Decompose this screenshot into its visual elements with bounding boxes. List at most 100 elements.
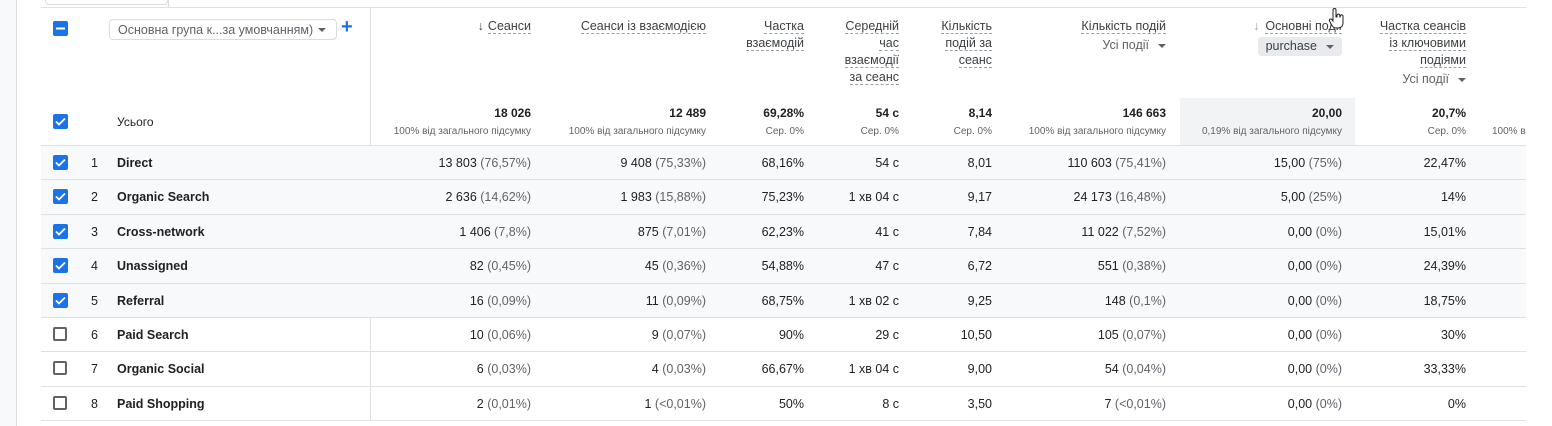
check-icon [55,227,66,236]
table-row[interactable]: 7 Organic Social 6 (0,03%) 4 (0,03%) 66,67% 1… [41,351,1526,386]
metric-cell: 6,72 [968,259,992,273]
metric-percent: (7,8%) [494,224,531,239]
column-header[interactable]: Частка сеансів із ключовими подіями Усі под… [1351,18,1466,88]
metric-value: 8 с [882,396,899,411]
row-checkbox[interactable] [53,223,68,239]
column-header[interactable]: Кількість подій за сеанс [907,18,992,69]
event-filter-chip[interactable]: purchase [1257,37,1342,56]
metric-value: 0% [1447,396,1466,411]
row-index: 5 [91,293,98,308]
table-row[interactable]: 6 Paid Search 10 (0,06%) 9 (0,07%) 90% 29 с 10… [41,317,1526,352]
total-value: 20,00 [1311,106,1342,120]
metric-value: 4 [651,362,659,377]
column-title-line: час [879,36,899,51]
metric-percent: (76,57%) [480,156,531,170]
metric-cell: 875 (7,01%) [638,225,706,239]
event-filter-dropdown[interactable]: Усі події [1006,37,1166,54]
metric-cell: 0,00 (0%) [1288,294,1342,308]
add-dimension-plus-icon[interactable]: + [341,16,353,38]
column-title: Сеанси [487,19,531,34]
row-checkbox[interactable] [53,155,68,170]
metric-cell: 0,00 (0%) [1288,328,1342,342]
metric-value: 3,50 [967,396,992,411]
row-checkbox[interactable] [53,258,68,274]
metric-value: 13 803 [438,156,477,170]
table-row[interactable]: 8 Paid Shopping 2 (0,01%) 1 (<0,01%) 50% 8 с 3… [41,385,1526,421]
channel-name[interactable]: Organic Social [117,362,205,377]
metric-cell: 6 (0,03%) [477,362,531,376]
channel-name[interactable]: Direct [117,156,153,170]
column-header[interactable]: Сеанси із взаємодією [546,18,706,35]
table-row[interactable]: 3 Cross-network 1 406 (7,8%) 875 (7,01%) 62,… [41,213,1526,249]
metric-percent: (75%) [1308,156,1342,170]
row-checkbox[interactable] [53,361,67,376]
total-value: 8,14 [968,106,992,120]
metric-value: 8,01 [967,156,992,170]
total-cell: 18 026 100% від загального підсумку [394,106,531,137]
total-subtext: 100% ві [1492,126,1526,137]
column-header[interactable]: Частка взаємодій [714,18,804,52]
total-value: 54 с [875,106,899,120]
metric-percent: (16,48%) [1115,190,1166,205]
metric-cell: 15,00 (75%) [1274,156,1342,170]
column-header[interactable]: Середній час взаємодії за сеанс [809,18,899,86]
column-header[interactable]: Кількість подій Усі події [1006,18,1166,54]
metric-value: 9,25 [967,293,992,308]
metric-percent: (15,88%) [655,190,706,205]
dimension-select-value: Основна група к...за умовчанням) [118,23,314,37]
metric-cell: 5,00 (25%) [1281,190,1342,204]
metric-value: 7,84 [967,224,992,239]
table-row[interactable]: 4 Unassigned 82 (0,45%) 45 (0,36%) 54,88% 47 … [41,248,1526,284]
column-title: Кількість подій [1081,19,1166,34]
metric-cell: 2 636 (14,62%) [446,190,532,204]
metric-percent: (0%) [1315,396,1342,411]
metric-value: 1 983 [620,190,652,205]
channel-name[interactable]: Paid Shopping [117,396,205,411]
table-row[interactable]: 2 Organic Search 2 636 (14,62%) 1 983 (15,8… [41,179,1526,215]
dropdown-arrow-icon [318,28,326,32]
metric-value: 11 022 [1081,224,1119,239]
column-title-line: сеанс [958,53,992,68]
table-row[interactable]: 5 Referral 16 (0,09%) 11 (0,09%) 68,75% 1 хв … [41,282,1526,318]
channel-name[interactable]: Unassigned [117,259,188,274]
table-row[interactable]: 1 Direct 13 803 (76,57%) 9 408 (75,33%) 68,1… [41,145,1526,180]
row-checkbox[interactable] [53,395,67,410]
row-checkbox[interactable] [53,327,67,341]
channel-name[interactable]: Paid Search [117,328,189,342]
dimension-select[interactable]: Основна група к...за умовчанням) [109,19,337,40]
metric-cell: 1 983 (15,88%) [621,190,707,204]
metric-value: 1 [644,396,652,411]
total-value: 20,7% [1431,106,1466,120]
metric-cell: 90% [779,328,804,342]
metric-cell: 68,16% [762,156,804,170]
metric-percent: (0,07%) [662,328,706,342]
row-checkbox[interactable] [53,189,68,205]
channel-name[interactable]: Referral [117,293,165,308]
column-header[interactable]: ↓ Основні події purchase [1177,18,1342,56]
event-filter-dropdown[interactable]: Усі події [1351,71,1466,88]
top-tab[interactable] [45,0,168,5]
metric-cell: 1 (<0,01%) [644,397,706,411]
metric-cell: 22,47% [1424,156,1466,170]
metric-value: 0,00 [1287,259,1313,274]
check-icon [55,158,66,167]
metric-cell: 105 (0,07%) [1098,328,1166,342]
metric-cell: 1 хв 02 с [849,294,899,308]
metric-percent: (0%) [1315,224,1342,239]
select-all-checkbox-indeterminate[interactable] [53,21,68,36]
column-header[interactable]: ↓ Сеанси [371,18,531,35]
metric-cell: 68,75% [762,294,804,308]
row-checkbox[interactable] [53,292,68,308]
total-cell: 146 663 100% від загального підсумку [1029,106,1166,137]
metric-value: 875 [637,224,659,239]
sort-down-arrow-icon: ↓ [477,19,484,33]
metric-cell: 33,33% [1424,362,1466,376]
channel-name[interactable]: Organic Search [117,190,210,205]
metric-value: 0,00 [1287,396,1313,411]
metric-value: 9,00 [967,362,992,377]
metric-percent: (0,38%) [1122,259,1166,274]
totals-checkbox[interactable] [53,114,68,129]
metric-cell: 3,50 [968,397,992,411]
channel-name[interactable]: Cross-network [117,224,205,239]
metric-cell: 10 (0,06%) [470,328,531,342]
